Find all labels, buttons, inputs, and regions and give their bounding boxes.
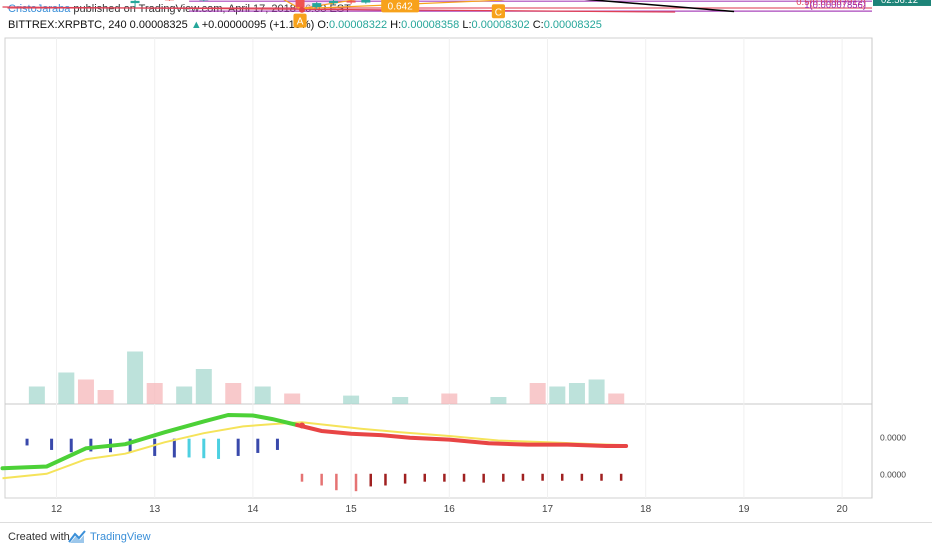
- volume-bar: [343, 396, 359, 404]
- plot-frame: [5, 38, 872, 498]
- candle-body: [312, 3, 321, 7]
- indicator-tick-label: 0.0000: [880, 469, 906, 479]
- x-tick-label: 12: [51, 504, 63, 515]
- cross-marker: [299, 422, 305, 428]
- candle-body: [131, 1, 140, 3]
- point-c-label: C: [492, 4, 505, 18]
- tradingview-logo-icon: [68, 530, 86, 544]
- volume-bar: [78, 380, 94, 405]
- volume-bar: [589, 380, 605, 405]
- point-a-label-text: A: [297, 17, 304, 28]
- x-tick-label: 14: [247, 504, 259, 515]
- candle-body: [361, 0, 370, 3]
- x-tick-label: 16: [444, 504, 456, 515]
- volume-bar: [569, 383, 585, 404]
- volume-bar: [196, 369, 212, 404]
- price-chart[interactable]: 1213141516171819200(0.00008689)0.236(0.0…: [0, 0, 932, 522]
- candle-body: [296, 0, 305, 7]
- volume-bar: [490, 397, 506, 404]
- footer: Created with TradingView: [0, 522, 932, 551]
- volume-bar: [29, 387, 45, 405]
- volume-bar: [176, 387, 192, 405]
- volume-bar: [608, 394, 624, 405]
- point-c-label-text: C: [495, 7, 502, 18]
- x-tick-label: 15: [346, 504, 358, 515]
- volume-bar: [284, 394, 300, 405]
- candle-body: [329, 1, 338, 3]
- volume-bar: [225, 383, 241, 404]
- cross-marker: [299, 7, 305, 13]
- ratio-label: 0.642: [381, 0, 419, 12]
- x-tick-label: 13: [149, 504, 161, 515]
- indicator-tick-label: 0.0000: [880, 432, 906, 442]
- point-a-label: A: [293, 14, 306, 28]
- volume-bar: [441, 394, 457, 405]
- volume-bar: [392, 397, 408, 404]
- created-with-text: Created with: [8, 531, 70, 543]
- tradingview-brand[interactable]: TradingView: [90, 531, 151, 543]
- countdown-label: 02:56:12: [881, 0, 918, 6]
- volume-bar: [147, 383, 163, 404]
- x-tick-label: 18: [640, 504, 652, 515]
- x-tick-label: 20: [837, 504, 849, 515]
- volume-bar: [98, 390, 114, 404]
- volume-bar: [549, 387, 565, 405]
- volume-bar: [255, 387, 271, 405]
- volume-bar: [127, 352, 143, 405]
- candle-body: [347, 1, 356, 3]
- volume-bar: [58, 373, 74, 405]
- x-tick-label: 17: [542, 504, 554, 515]
- x-tick-label: 19: [738, 504, 750, 515]
- fib-level-label: 1(0.00007856): [804, 0, 866, 11]
- volume-bar: [530, 383, 546, 404]
- ratio-label-text: 0.642: [388, 1, 413, 12]
